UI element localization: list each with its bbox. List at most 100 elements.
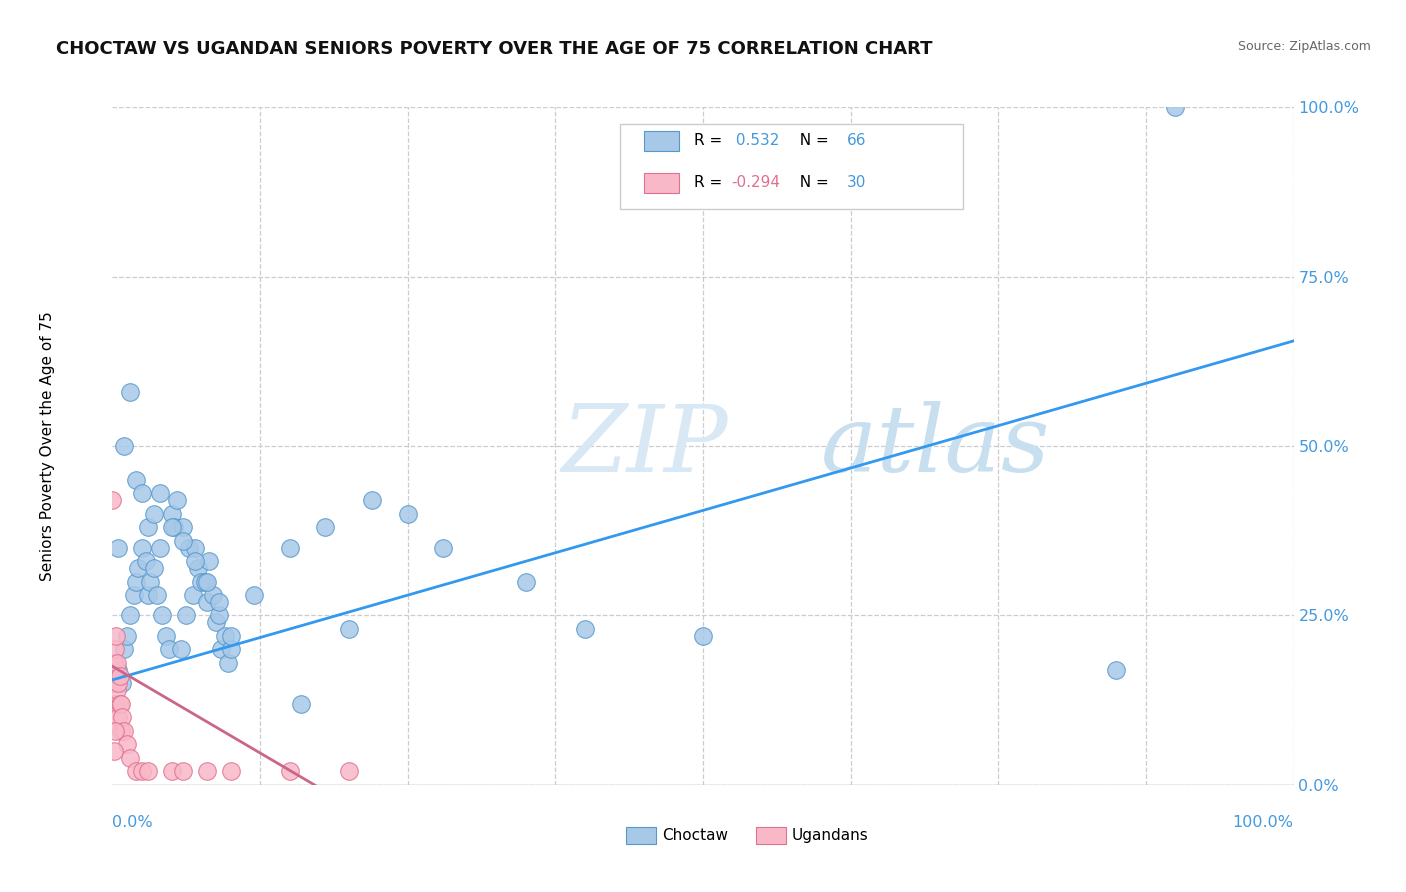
Point xyxy=(184,554,207,568)
Text: ZIP: ZIP xyxy=(561,401,728,491)
Text: R =: R = xyxy=(693,176,727,191)
Point xyxy=(432,541,454,555)
Text: N =: N = xyxy=(790,176,834,191)
Point xyxy=(155,629,177,643)
Text: 66: 66 xyxy=(846,134,866,148)
Text: 100.0%: 100.0% xyxy=(1233,815,1294,830)
Point xyxy=(184,541,207,555)
Point xyxy=(692,629,714,643)
Text: Choctaw: Choctaw xyxy=(662,829,728,843)
Point xyxy=(150,608,173,623)
Point xyxy=(115,737,138,751)
Point xyxy=(108,669,131,683)
Point xyxy=(131,764,153,779)
Point xyxy=(194,574,217,589)
Point xyxy=(105,629,128,643)
Point xyxy=(515,574,537,589)
Text: Ugandans: Ugandans xyxy=(792,829,869,843)
Point xyxy=(115,629,138,643)
Point xyxy=(107,541,129,555)
Text: atlas: atlas xyxy=(821,401,1050,491)
Point xyxy=(1164,100,1187,114)
Point xyxy=(160,520,183,534)
Text: CHOCTAW VS UGANDAN SENIORS POVERTY OVER THE AGE OF 75 CORRELATION CHART: CHOCTAW VS UGANDAN SENIORS POVERTY OVER … xyxy=(56,40,932,58)
Bar xyxy=(644,131,679,151)
Point xyxy=(122,588,145,602)
Point xyxy=(179,541,201,555)
Bar xyxy=(756,827,786,844)
Point xyxy=(101,493,124,508)
Point xyxy=(105,683,128,698)
Point xyxy=(120,384,142,399)
FancyBboxPatch shape xyxy=(620,124,963,209)
Point xyxy=(278,764,301,779)
Point xyxy=(160,764,183,779)
Point xyxy=(243,588,266,602)
Point xyxy=(104,697,127,711)
Point xyxy=(125,764,148,779)
Point xyxy=(186,561,208,575)
Point xyxy=(105,656,128,670)
Point xyxy=(190,574,212,589)
Text: 0.0%: 0.0% xyxy=(112,815,153,830)
Point xyxy=(125,473,148,487)
Point xyxy=(278,541,301,555)
Point xyxy=(314,520,336,534)
Point xyxy=(108,697,131,711)
Point xyxy=(111,676,134,690)
Point xyxy=(110,697,132,711)
Point xyxy=(396,507,419,521)
Point xyxy=(127,561,149,575)
Point xyxy=(103,744,125,758)
Point xyxy=(181,588,204,602)
Point xyxy=(142,561,165,575)
Point xyxy=(205,615,228,630)
Point xyxy=(104,723,127,738)
Point xyxy=(131,541,153,555)
Text: R =: R = xyxy=(693,134,727,148)
Point xyxy=(195,764,218,779)
Point xyxy=(139,574,162,589)
Point xyxy=(135,554,157,568)
Point xyxy=(208,595,231,609)
Point xyxy=(125,574,148,589)
Point xyxy=(208,608,231,623)
Point xyxy=(217,656,239,670)
Point xyxy=(361,493,384,508)
Point xyxy=(136,520,159,534)
Point xyxy=(198,554,221,568)
Point xyxy=(172,533,194,548)
Text: Source: ZipAtlas.com: Source: ZipAtlas.com xyxy=(1237,40,1371,54)
Point xyxy=(1105,663,1128,677)
Point xyxy=(214,629,236,643)
Point xyxy=(107,663,129,677)
Point xyxy=(103,656,125,670)
Point xyxy=(107,676,129,690)
Text: -0.294: -0.294 xyxy=(731,176,780,191)
Point xyxy=(170,642,193,657)
Point xyxy=(146,588,169,602)
Point xyxy=(195,574,218,589)
Point xyxy=(111,710,134,724)
Point xyxy=(142,507,165,521)
Point xyxy=(104,642,127,657)
Text: Seniors Poverty Over the Age of 75: Seniors Poverty Over the Age of 75 xyxy=(39,311,55,581)
Point xyxy=(337,622,360,636)
Point xyxy=(174,608,197,623)
Point xyxy=(201,588,224,602)
Point xyxy=(110,723,132,738)
Point xyxy=(103,676,125,690)
Text: 30: 30 xyxy=(846,176,866,191)
Point xyxy=(149,541,172,555)
Bar xyxy=(626,827,655,844)
Text: 0.532: 0.532 xyxy=(731,134,780,148)
Point xyxy=(195,595,218,609)
Point xyxy=(105,669,128,683)
Point xyxy=(131,486,153,500)
Point xyxy=(136,588,159,602)
Point xyxy=(112,439,135,453)
Point xyxy=(160,507,183,521)
Point xyxy=(112,642,135,657)
Point xyxy=(219,629,242,643)
Point xyxy=(219,764,242,779)
